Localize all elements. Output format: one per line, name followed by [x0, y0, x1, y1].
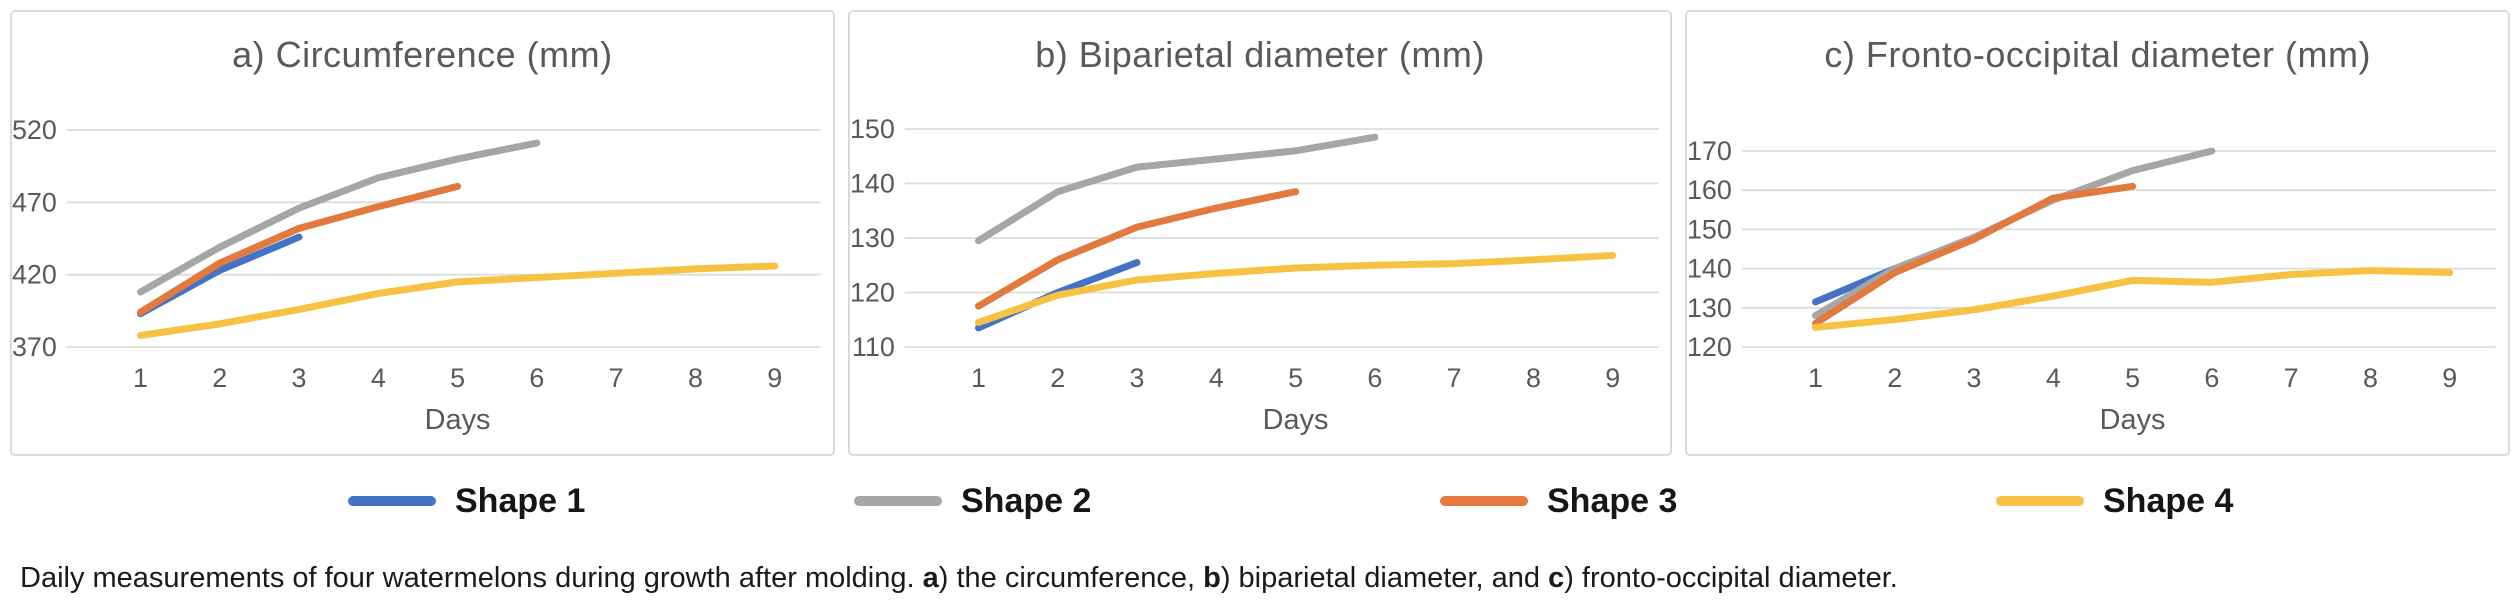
line-chart-circumference: 370 420 470 520 1 2 3 4 5 6 7 8 9 Days	[12, 115, 821, 436]
x-tick-label: 4	[1209, 363, 1224, 393]
x-tick-label: 6	[2205, 363, 2220, 393]
chart-panel-fronto-occipital: c) Fronto-occipital diameter (mm) 120 130…	[1685, 10, 2511, 456]
x-tick-label: 3	[1967, 363, 1982, 393]
caption-text-part: b	[1203, 562, 1221, 594]
legend-item-shape-3: Shape 3	[1440, 470, 1677, 532]
x-axis-label: Days	[1262, 404, 1328, 436]
chart-title-fronto-occipital: c) Fronto-occipital diameter (mm)	[1824, 34, 2371, 75]
caption-text-part: ) biparietal diameter, and	[1220, 562, 1549, 594]
x-tick-label: 7	[2284, 363, 2299, 393]
x-tick-label: 6	[529, 363, 544, 393]
y-tick-label: 120	[1687, 332, 1732, 362]
legend-swatch-shape-1	[348, 496, 436, 506]
caption-text-part: ) the circumference,	[938, 562, 1204, 594]
y-tick-label: 110	[852, 332, 895, 362]
legend-label-shape-4: Shape 4	[2103, 481, 2234, 520]
x-tick-label: 9	[767, 363, 782, 393]
y-tick-label: 120	[850, 277, 895, 307]
x-tick-label: 6	[1367, 363, 1382, 393]
x-tick-label: 5	[450, 363, 465, 393]
figure-caption: Daily measurements of four watermelons d…	[20, 558, 2500, 598]
x-axis-label: Days	[425, 404, 491, 436]
caption-text-part: ) fronto-occipital diameter.	[1564, 562, 1898, 594]
series-line-shape-2	[136, 139, 541, 296]
line-chart-fronto-occipital: 120 130 140 150 160 170 1 2 3 4 5 6 7 8 9 Days	[1687, 136, 2497, 436]
x-tick-label: 2	[1050, 363, 1065, 393]
line-chart-biparietal: 110 120 130 140 150 1 2 3 4 5 6 7 8 9 Days	[850, 114, 1659, 436]
x-tick-label: 3	[1129, 363, 1144, 393]
legend-item-shape-4: Shape 4	[1996, 470, 2233, 532]
series-line-shape-2	[1812, 147, 2216, 320]
chart-title-circumference: a) Circumference (mm)	[232, 34, 613, 75]
series-line-shape-2	[974, 133, 1379, 245]
y-tick-label: 140	[1687, 254, 1732, 284]
legend-swatch-shape-2	[854, 496, 942, 506]
x-tick-label: 8	[688, 363, 703, 393]
charts-row: a) Circumference (mm) 370 420 470 520 1 2 3 4 5 6…	[10, 10, 2511, 456]
x-tick-label: 1	[971, 363, 986, 393]
x-tick-label: 8	[2363, 363, 2378, 393]
legend-label-shape-1: Shape 1	[455, 481, 586, 520]
y-tick-label: 150	[1687, 214, 1732, 244]
y-tick-label: 140	[850, 168, 895, 198]
y-tick-label: 170	[1687, 136, 1732, 166]
legend-swatch-shape-4	[1996, 496, 2084, 506]
chart-panel-circumference: a) Circumference (mm) 370 420 470 520 1 2 3 4 5 6…	[10, 10, 835, 456]
x-tick-label: 2	[1888, 363, 1903, 393]
x-tick-label: 9	[1605, 363, 1620, 393]
shared-legend: Shape 1 Shape 2 Shape 3 Shape 4	[0, 470, 2520, 532]
x-tick-label: 1	[1808, 363, 1823, 393]
x-tick-label: 7	[609, 363, 624, 393]
series-line-shape-3	[974, 188, 1299, 310]
caption-text-part: c	[1548, 562, 1565, 594]
x-tick-label: 5	[2125, 363, 2140, 393]
y-tick-label: 150	[850, 114, 895, 144]
series-line-shape-3	[136, 182, 462, 316]
x-tick-label: 3	[292, 363, 307, 393]
x-tick-label: 1	[133, 363, 148, 393]
legend-item-shape-2: Shape 2	[854, 470, 1091, 532]
legend-label-shape-3: Shape 3	[1547, 481, 1678, 520]
series-line-shape-4	[974, 251, 1616, 326]
series-line-shape-3	[1812, 182, 2137, 327]
x-tick-label: 9	[2443, 363, 2458, 393]
y-tick-label: 470	[12, 187, 57, 217]
x-tick-label: 5	[1288, 363, 1303, 393]
y-tick-label: 160	[1687, 175, 1732, 205]
y-tick-label: 420	[12, 260, 57, 290]
y-tick-label: 130	[850, 223, 895, 253]
series-line-shape-4	[1812, 267, 2454, 331]
x-tick-label: 8	[1526, 363, 1541, 393]
chart-panel-biparietal: b) Biparietal diameter (mm) 110 120 130 140…	[847, 10, 1673, 456]
series-line-shape-4	[136, 262, 779, 339]
legend-item-shape-1: Shape 1	[348, 470, 585, 532]
x-tick-label: 4	[2046, 363, 2061, 393]
y-tick-label: 370	[12, 332, 57, 362]
y-tick-label: 130	[1687, 293, 1732, 323]
x-tick-label: 2	[212, 363, 227, 393]
y-tick-label: 520	[12, 115, 57, 145]
chart-title-biparietal: b) Biparietal diameter (mm)	[1035, 34, 1485, 75]
legend-swatch-shape-3	[1440, 496, 1528, 506]
legend-label-shape-2: Shape 2	[961, 481, 1092, 520]
x-axis-label: Days	[2100, 404, 2166, 436]
caption-text-part: a	[922, 562, 939, 594]
x-tick-label: 4	[371, 363, 386, 393]
x-tick-label: 7	[1446, 363, 1461, 393]
caption-text-part: Daily measurements of four watermelons d…	[20, 562, 923, 594]
